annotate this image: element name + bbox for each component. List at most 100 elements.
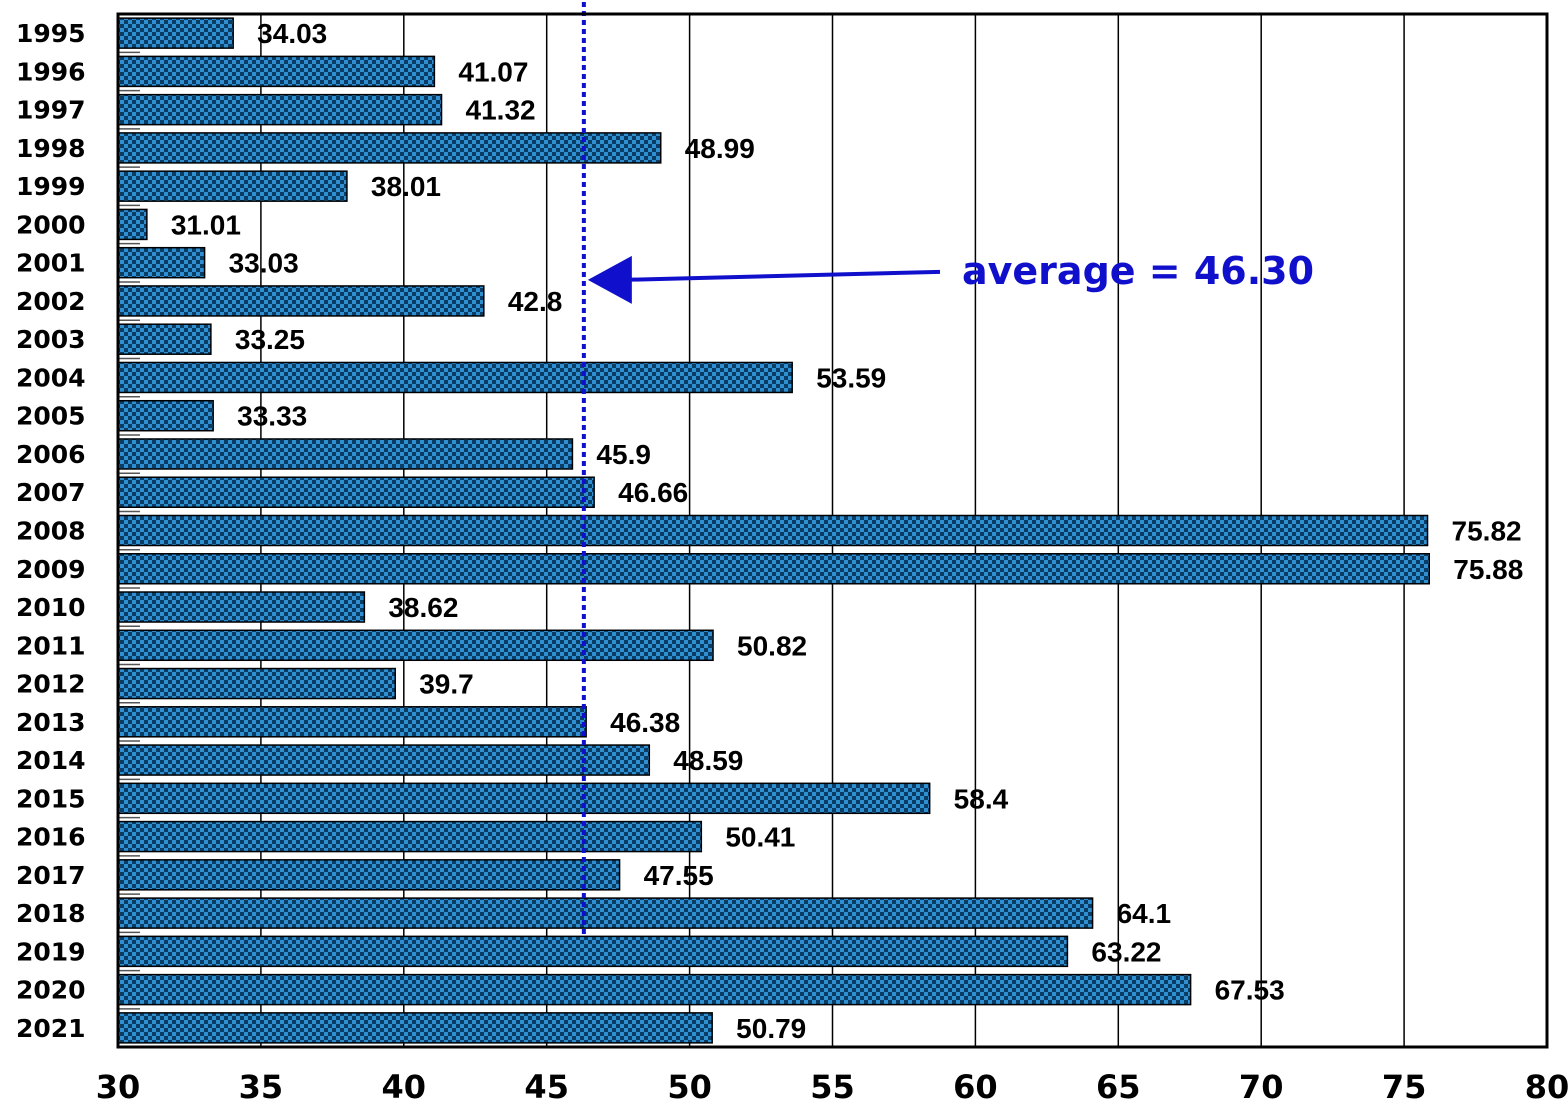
bar: [117, 246, 206, 279]
value-label: 53.59: [816, 362, 886, 393]
value-label: 75.82: [1452, 516, 1522, 547]
value-label: 33.25: [235, 324, 305, 355]
value-label: 50.41: [725, 822, 795, 853]
year-label: 1999: [16, 172, 86, 201]
bar: [117, 591, 366, 623]
year-label: 1995: [16, 19, 86, 48]
bar: [117, 323, 212, 355]
year-label: 2021: [16, 1014, 86, 1043]
bar: [117, 820, 703, 853]
year-label: 2013: [16, 708, 86, 737]
year-label: 1997: [16, 96, 86, 125]
bar: [117, 55, 436, 88]
year-label: 2003: [16, 325, 86, 354]
value-label: 45.9: [596, 439, 651, 470]
bar: [117, 17, 234, 49]
bar: [117, 1012, 713, 1044]
average-layer: [581, 2, 941, 937]
x-tick-label: 35: [239, 1068, 284, 1106]
year-label: 2000: [16, 210, 86, 239]
bar: [117, 132, 662, 164]
bar: [117, 399, 214, 432]
year-label: 1998: [16, 134, 86, 163]
year-label: 2019: [16, 937, 86, 966]
x-tick-label: 50: [667, 1068, 712, 1106]
year-label: 2011: [16, 631, 86, 660]
bar: [117, 208, 148, 241]
bar: [117, 514, 1429, 547]
value-label: 48.59: [673, 745, 743, 776]
bar: [117, 476, 595, 508]
x-tick-label: 55: [810, 1068, 855, 1106]
value-label: 58.4: [954, 783, 1009, 814]
value-labels-layer: 34.03 41.07 41.32 48.99 38.01 31.01 33.03 42.8 3…: [171, 18, 1523, 1044]
x-tick-label: 45: [524, 1068, 569, 1106]
value-label: 46.66: [618, 477, 688, 508]
x-tick-labels-layer: 30 35 40 45 50 55 60 65 70 75 80: [96, 1068, 1568, 1106]
value-label: 41.32: [466, 95, 536, 126]
year-label: 2008: [16, 517, 86, 546]
year-label: 2020: [16, 976, 86, 1005]
bar: [117, 706, 587, 738]
value-label: 64.1: [1117, 898, 1172, 929]
bar: [117, 170, 348, 202]
average-label: average = 46.30: [962, 249, 1314, 293]
bar: [117, 93, 443, 126]
value-label: 42.8: [508, 286, 562, 317]
bars-layer: [117, 13, 1431, 1044]
value-label: 47.55: [644, 860, 714, 891]
value-label: 33.33: [237, 401, 307, 432]
bar: [117, 859, 621, 891]
bar: [117, 897, 1094, 929]
plot-frame: [116, 12, 1549, 1049]
year-label: 2004: [16, 363, 86, 392]
x-tick-label: 70: [1239, 1068, 1284, 1106]
value-label: 46.38: [610, 707, 680, 738]
year-label: 2002: [16, 287, 86, 316]
year-label: 2005: [16, 402, 86, 431]
x-tick-label: 80: [1525, 1068, 1568, 1106]
value-label: 50.79: [736, 1013, 806, 1044]
year-label: 2006: [16, 440, 86, 469]
bar: [117, 973, 1192, 1006]
value-label: 63.22: [1091, 936, 1161, 967]
year-label: 2010: [16, 593, 86, 622]
x-tick-label: 40: [382, 1068, 427, 1106]
year-label: 2012: [16, 670, 86, 699]
year-label: 1996: [16, 57, 86, 86]
bar: [117, 782, 931, 815]
x-tick-label: 60: [953, 1068, 998, 1106]
value-label: 50.82: [737, 630, 807, 661]
x-tick-label: 75: [1382, 1068, 1427, 1106]
value-label: 31.01: [171, 209, 241, 240]
value-label: 75.88: [1453, 554, 1523, 585]
value-label: 33.03: [229, 248, 299, 279]
value-label: 38.01: [371, 171, 441, 202]
bar: [117, 285, 485, 317]
year-label: 2014: [16, 746, 86, 775]
year-label: 2018: [16, 899, 86, 928]
bar: [117, 935, 1069, 968]
bar: [117, 667, 396, 700]
bar: [117, 361, 793, 394]
average-arrow-shaft: [625, 269, 941, 282]
x-tick-label: 30: [96, 1068, 141, 1106]
year-label: 2015: [16, 784, 86, 813]
bar: [117, 744, 651, 776]
year-label: 2001: [16, 249, 86, 278]
x-tick-label: 65: [1096, 1068, 1141, 1106]
year-label: 2017: [16, 861, 86, 890]
value-label: 41.07: [458, 56, 528, 87]
year-label: 2009: [16, 555, 86, 584]
value-label: 38.62: [388, 592, 458, 623]
value-label: 34.03: [257, 18, 327, 49]
average-arrow-head: [587, 255, 632, 304]
bar: [117, 629, 714, 662]
value-label: 67.53: [1215, 975, 1285, 1006]
year-label: 2007: [16, 478, 86, 507]
bar: [117, 553, 1431, 585]
bar: [117, 438, 574, 470]
year-label: 2016: [16, 823, 86, 852]
value-label: 48.99: [685, 133, 755, 164]
